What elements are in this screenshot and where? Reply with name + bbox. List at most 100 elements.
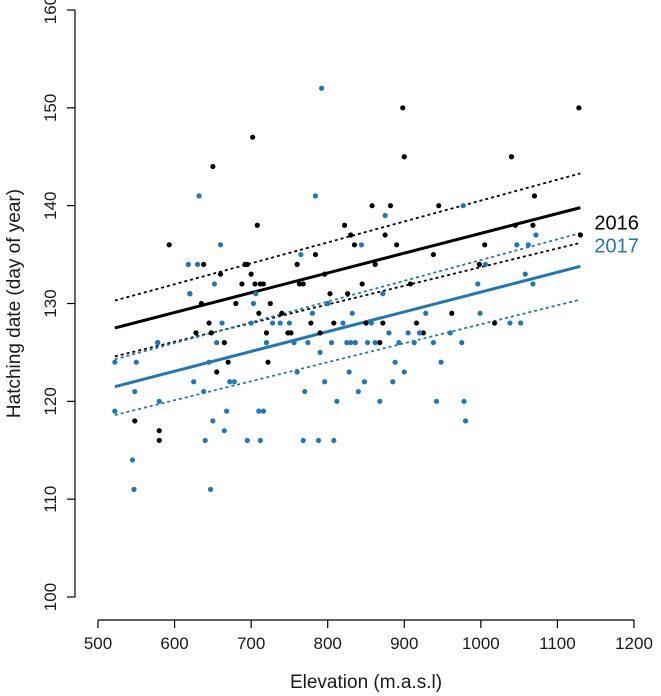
series-2017-point <box>269 320 276 326</box>
series-2017-point <box>358 242 365 248</box>
series-2016-point <box>369 203 375 209</box>
series-2017-point <box>214 340 220 346</box>
series-2016-point <box>449 310 455 316</box>
series-2016-point <box>430 251 436 258</box>
series-2016-point <box>217 271 224 277</box>
series-2016-point <box>482 242 488 248</box>
x-axis-title: Elevation (m.a.s.l) <box>290 672 442 693</box>
x-tick-label: 600 <box>160 634 188 653</box>
series-2016-ci-upper-line <box>114 172 581 302</box>
series-2017-point <box>207 486 214 492</box>
series-2017-point <box>210 418 216 424</box>
series-2017-point <box>348 340 354 346</box>
series-2016-point <box>331 320 337 326</box>
x-tick-label: 700 <box>237 634 265 653</box>
series-2016-point <box>198 300 204 307</box>
series-2017-point <box>325 300 331 307</box>
series-2016-point <box>387 203 394 209</box>
series-2016-point <box>380 320 386 326</box>
series-2016-fit-line <box>114 206 581 330</box>
series-2017-point <box>318 85 325 91</box>
series-2017-point <box>196 193 202 199</box>
series-2017-point <box>352 340 358 346</box>
series-2017-point <box>355 388 361 395</box>
series-2016-point <box>132 418 138 424</box>
series-2016-point <box>260 281 266 287</box>
x-tick-label: 1000 <box>462 634 500 653</box>
series-2017-point <box>334 398 340 404</box>
series-2017-point <box>231 379 237 385</box>
series-2017-point <box>305 340 311 346</box>
x-tick-label: 900 <box>390 634 418 653</box>
series-2017-point <box>263 340 270 346</box>
y-tick-label: 140 <box>41 191 60 219</box>
series-2017-point <box>227 379 233 385</box>
data-points <box>112 85 584 492</box>
series-2016-ci-lower-line <box>114 241 581 358</box>
series-2016-point <box>377 340 383 346</box>
series-2017-point <box>191 379 197 385</box>
series-2016-point <box>263 330 270 336</box>
series-2017-point <box>129 457 136 463</box>
series-2016-point <box>322 271 328 277</box>
series-2017-point <box>482 261 489 267</box>
series-2016-point <box>317 330 323 336</box>
series-2017-point <box>361 379 368 385</box>
series-2016-point <box>476 261 482 267</box>
series-2017-point <box>390 379 396 385</box>
regression-lines <box>114 206 581 389</box>
y-tick-label: 150 <box>41 94 60 122</box>
series-2016-point <box>206 320 212 326</box>
series-2017-point <box>253 291 259 297</box>
series-2016-point <box>300 281 306 287</box>
series-2017-point <box>187 291 193 297</box>
x-tick-label: 500 <box>84 634 112 653</box>
series-2016-point <box>576 105 582 111</box>
series-2016-point <box>312 251 319 258</box>
series-2017-point <box>219 320 225 326</box>
series-2017-point <box>221 428 227 434</box>
series-2016-point <box>351 242 358 248</box>
series-2016-point <box>394 242 400 248</box>
series-2016-point <box>420 330 427 336</box>
series-2016-point <box>413 320 420 326</box>
y-tick-label: 120 <box>41 387 60 415</box>
series-2017-point <box>248 320 254 326</box>
series-2016-point <box>407 281 414 287</box>
series-2017-point <box>185 261 191 267</box>
series-2017-point <box>349 310 355 316</box>
series-2016-point <box>239 281 245 287</box>
series-2016-point <box>225 359 231 365</box>
series-2017-point <box>298 251 304 258</box>
series-2017-point <box>518 320 524 326</box>
series-2016-point <box>250 134 256 140</box>
series-label-2017: 2017 <box>594 235 639 257</box>
x-tick-label: 800 <box>314 634 342 653</box>
series-2017-point <box>315 437 322 444</box>
series-2017-point <box>322 379 328 385</box>
series-2017-point <box>462 418 469 424</box>
series-2016-point <box>530 222 536 228</box>
series-2016-point <box>288 330 294 336</box>
series-2017-point <box>382 212 388 219</box>
series-2017-point <box>244 437 250 444</box>
series-2016-point <box>221 340 227 346</box>
series-2017-point <box>514 242 520 248</box>
series-2016-point <box>359 281 365 287</box>
series-2017-point <box>217 242 224 248</box>
series-2017-fit-line <box>114 264 581 389</box>
series-2017-point <box>112 359 118 365</box>
series-2017-point <box>201 388 207 395</box>
series-2016-point <box>166 242 172 248</box>
series-2017-point <box>328 340 335 346</box>
series-2016-point <box>492 320 498 326</box>
series-2017-point <box>368 320 374 326</box>
series-2017-point <box>256 408 262 414</box>
series-2016-point <box>436 203 442 209</box>
series-2017-point <box>401 369 407 375</box>
series-2017-point <box>294 369 300 375</box>
series-2017-point <box>447 330 453 336</box>
series-2017-point <box>312 193 319 199</box>
series-2016-point <box>156 428 162 434</box>
